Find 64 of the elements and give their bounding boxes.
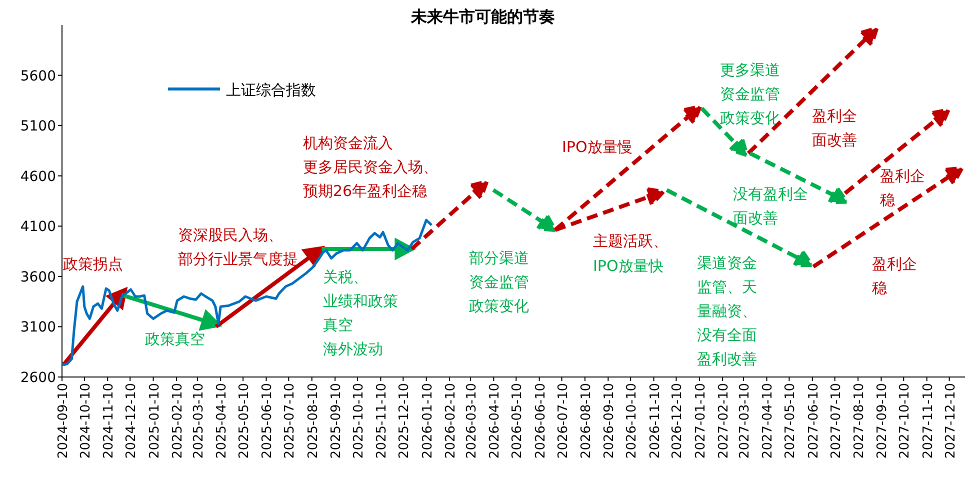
annotation: IPO放量慢 — [562, 138, 632, 156]
annotation: 政策拐点 — [63, 255, 123, 273]
annotation: IPO放量快 — [593, 257, 664, 275]
x-tick-label: 2026-09-10 — [602, 383, 618, 459]
x-tick-label: 2026-01-10 — [420, 383, 436, 459]
annotation: 机构资金流入更多居民资金入场、预期26年盈利企稳 — [303, 134, 438, 200]
legend: 上证综合指数 — [168, 81, 316, 99]
x-tick-label: 2025-04-10 — [214, 383, 230, 459]
x-tick-label: 2025-11-10 — [374, 383, 390, 459]
x-tick-label: 2025-05-10 — [237, 383, 252, 459]
x-tick-label: 2027-08-10 — [852, 383, 868, 459]
annotation: 没有盈利全面改善 — [733, 185, 808, 227]
annotation: 资深股民入场、部分行业景气度提 — [178, 226, 298, 268]
y-tick-label: 2600 — [20, 370, 56, 386]
x-tick-label: 2026-06-10 — [533, 383, 548, 459]
y-tick-label: 5100 — [20, 118, 56, 135]
y-tick-label: 5600 — [20, 68, 56, 84]
x-tick-label: 2025-07-10 — [282, 383, 298, 459]
x-tick-label: 2027-11-10 — [920, 383, 936, 459]
x-tick-label: 2027-09-10 — [875, 383, 890, 459]
x-tick-label: 2026-07-10 — [556, 383, 571, 459]
x-tick-label: 2025-06-10 — [260, 383, 276, 459]
x-tick-label: 2024-10-10 — [78, 383, 94, 459]
annotation: 主题活跃、 — [593, 232, 668, 250]
x-tick-label: 2026-10-10 — [624, 383, 640, 459]
x-tick-label: 2025-12-10 — [397, 383, 412, 459]
x-tick-label: 2024-11-10 — [102, 383, 117, 459]
chart-title: 未来牛市可能的节奏 — [410, 7, 555, 26]
x-tick-label: 2027-01-10 — [693, 383, 708, 459]
x-tick-label: 2027-12-10 — [943, 383, 958, 459]
x-tick-label: 2026-11-10 — [648, 383, 663, 459]
x-tick-label: 2027-02-10 — [716, 383, 732, 459]
legend-label: 上证综合指数 — [226, 81, 316, 99]
y-tick-label: 4600 — [20, 168, 56, 185]
x-tick-label: 2027-03-10 — [738, 383, 753, 459]
annotation: 渠道资金监管、天量融资、没有全面盈利改善 — [697, 254, 757, 368]
x-tick-label: 2026-05-10 — [510, 383, 526, 459]
x-tick-label: 2024-09-10 — [56, 383, 71, 459]
x-tick-label: 2025-10-10 — [352, 383, 367, 459]
x-tick-label: 2026-12-10 — [670, 383, 686, 459]
x-tick-label: 2025-09-10 — [329, 383, 344, 459]
annotation: 盈利企稳 — [872, 255, 917, 297]
x-tick-label: 2027-10-10 — [898, 383, 913, 459]
x-tick-label: 2025-02-10 — [170, 383, 186, 459]
x-tick-label: 2025-08-10 — [306, 383, 321, 459]
y-tick-label: 3100 — [20, 320, 56, 336]
x-tick-label: 2027-04-10 — [760, 383, 776, 459]
annotation: 政策真空 — [145, 330, 206, 348]
x-tick-label: 2024-12-10 — [124, 383, 140, 459]
x-tick-label: 2026-08-10 — [578, 383, 594, 459]
x-tick-label: 2026-03-10 — [464, 383, 480, 459]
x-tick-label: 2027-06-10 — [806, 383, 822, 459]
annotation: 盈利企稳 — [880, 167, 925, 209]
x-tick-label: 2027-05-10 — [783, 383, 798, 459]
annotation: 关税、业绩和政策真空海外波动 — [323, 268, 398, 358]
annotation: 盈利全面改善 — [812, 107, 857, 149]
annotation: 部分渠道资金监管政策变化 — [469, 249, 529, 315]
x-tick-label: 2027-07-10 — [828, 383, 844, 459]
x-tick-label: 2025-03-10 — [191, 383, 206, 459]
x-tick-label: 2026-02-10 — [444, 383, 459, 459]
x-tick-label: 2026-04-10 — [488, 383, 503, 459]
x-tick-label: 2025-01-10 — [147, 383, 162, 459]
y-tick-label: 4100 — [20, 219, 56, 236]
y-tick-label: 3600 — [20, 269, 56, 286]
